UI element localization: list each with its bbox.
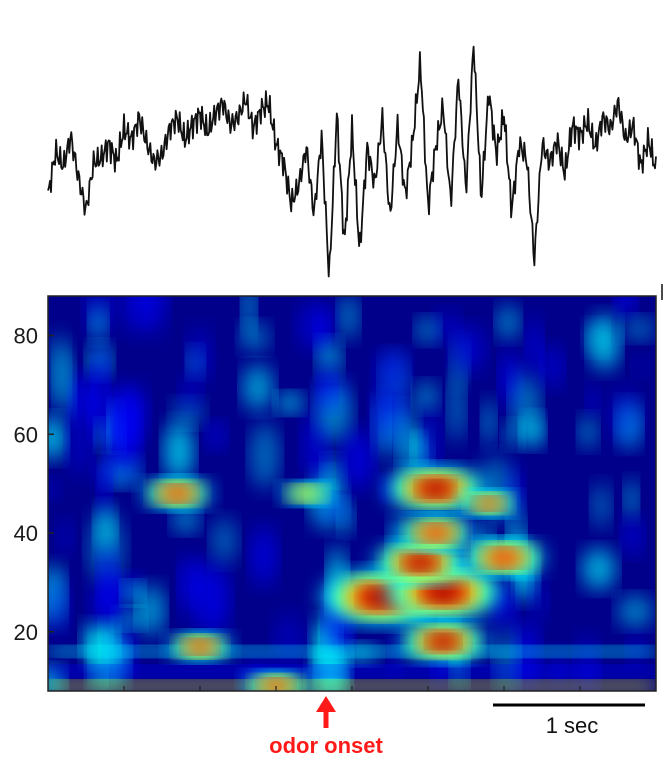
- spectrogram-power-spot: [424, 583, 463, 601]
- spectrogram-texture-blob: [435, 310, 460, 343]
- spectrogram-texture-blob: [54, 345, 74, 415]
- spectrogram-texture-blob: [114, 296, 145, 334]
- spectrogram-texture-blob: [592, 483, 611, 529]
- onset-label: odor onset: [269, 733, 383, 758]
- lfp-trace-line: [47, 45, 657, 278]
- onset-arrow-head: [316, 696, 336, 712]
- spectrogram-texture-blob: [320, 495, 349, 521]
- spectrogram-background: [48, 296, 656, 691]
- y-tick-label: 80: [14, 324, 38, 349]
- spectrogram-texture-blob: [384, 405, 417, 456]
- spectrogram-power-spot: [261, 679, 291, 691]
- spectrogram-texture-blob: [242, 364, 273, 411]
- spectrogram-texture-blob: [625, 479, 638, 520]
- spectrogram-power-spot: [185, 640, 215, 654]
- spectrogram-texture-blob: [415, 382, 438, 411]
- spectrogram-texture-blob: [138, 585, 165, 636]
- spectrogram-texture-blob: [376, 350, 409, 386]
- spectrogram-texture-blob: [211, 518, 237, 564]
- spectrogram-texture-blob: [421, 407, 441, 478]
- spectrogram-texture-blob: [622, 517, 643, 556]
- spectrogram-texture-blob: [48, 578, 70, 635]
- spectrogram-texture-blob: [240, 322, 269, 352]
- spectrogram-texture-blob: [618, 595, 653, 628]
- spectrogram-texture-blob: [608, 388, 642, 444]
- spectrogram-power-spot: [419, 481, 452, 496]
- spectrogram-texture-blob: [448, 371, 465, 443]
- spectrogram-texture-blob: [497, 304, 520, 340]
- odor-onset-marker: odor onset: [269, 696, 384, 758]
- spectrogram-texture-blob: [582, 548, 616, 590]
- spectrogram-power-spot: [288, 485, 324, 502]
- spectrogram-texture-blob: [274, 613, 304, 670]
- lfp-trace-panel: [47, 45, 657, 278]
- spectrogram-power-spot: [484, 549, 524, 567]
- spectrogram-texture-blob: [623, 317, 656, 341]
- spectrogram-texture-blob: [633, 355, 649, 377]
- spectrogram-texture-blob: [250, 526, 277, 586]
- spectrogram-texture-blob: [122, 582, 144, 604]
- spectrogram-texture-blob: [164, 422, 193, 481]
- spectrogram-texture-blob: [250, 422, 279, 489]
- spectrogram-power-spot: [160, 486, 194, 501]
- spectrogram-texture-blob: [318, 365, 336, 408]
- y-tick-label: 60: [14, 422, 38, 447]
- time-scale-bar: 1 sec: [493, 703, 645, 738]
- spectrogram-texture-blob: [180, 376, 202, 410]
- spectrogram-texture-blob: [97, 466, 111, 517]
- spectrogram-texture-blob: [452, 325, 485, 372]
- spectrogram-texture-blob: [502, 421, 522, 448]
- spectrogram-texture-blob: [526, 317, 542, 381]
- y-tick-label: 40: [14, 521, 38, 546]
- spectrogram-texture-blob: [579, 415, 598, 449]
- spectrogram-texture-blob: [482, 399, 496, 446]
- spectrogram-band: [48, 646, 656, 657]
- spectrogram-texture-blob: [276, 392, 304, 414]
- spectrogram-panel: 80 60 40 20: [14, 284, 663, 692]
- y-axis: 80 60 40 20: [14, 324, 54, 645]
- spectrogram-texture-blob: [188, 327, 212, 382]
- y-tick-label: 20: [14, 620, 38, 645]
- spectrogram-texture-blob: [590, 314, 620, 370]
- spectrogram-texture-blob: [529, 576, 548, 623]
- spectrogram-texture-blob: [298, 301, 334, 351]
- spectrogram-texture-blob: [67, 406, 92, 478]
- spectrogram-texture-blob: [172, 506, 200, 533]
- spectrogram-texture-blob: [317, 339, 342, 376]
- spectrogram-texture-blob: [70, 373, 95, 422]
- spectrogram-texture-blob: [206, 421, 226, 450]
- spectrogram-texture-blob: [95, 421, 110, 449]
- spectrogram-texture-blob: [91, 583, 126, 625]
- spectrogram-texture-blob: [542, 345, 563, 388]
- spectrogram-texture-blob: [90, 305, 107, 341]
- spectrogram-texture-blob: [322, 456, 344, 484]
- scale-bar-label: 1 sec: [546, 713, 599, 738]
- x-axis-ticks: [123, 686, 581, 691]
- spectrogram-texture-blob: [586, 386, 600, 415]
- spectrogram-power-spot: [429, 635, 458, 648]
- spectrogram-power-spot: [417, 525, 454, 541]
- spectrogram-texture-blob: [416, 317, 439, 343]
- spectrogram-texture-blob: [511, 372, 540, 441]
- spectrogram-texture-blob: [48, 416, 66, 460]
- spectrogram-band: [48, 666, 656, 677]
- spectrogram-texture-blob: [615, 296, 636, 315]
- spectrogram-texture-blob: [180, 561, 208, 602]
- spectrogram-texture-blob: [57, 519, 73, 554]
- spectrogram-power-spot: [475, 497, 503, 510]
- spectrogram-texture-blob: [119, 384, 147, 442]
- spectrogram-texture-blob: [342, 429, 374, 490]
- spectrogram-texture-blob: [339, 296, 358, 340]
- spectrogram-texture-blob: [48, 478, 60, 499]
- spectrogram-power-spot: [405, 555, 436, 570]
